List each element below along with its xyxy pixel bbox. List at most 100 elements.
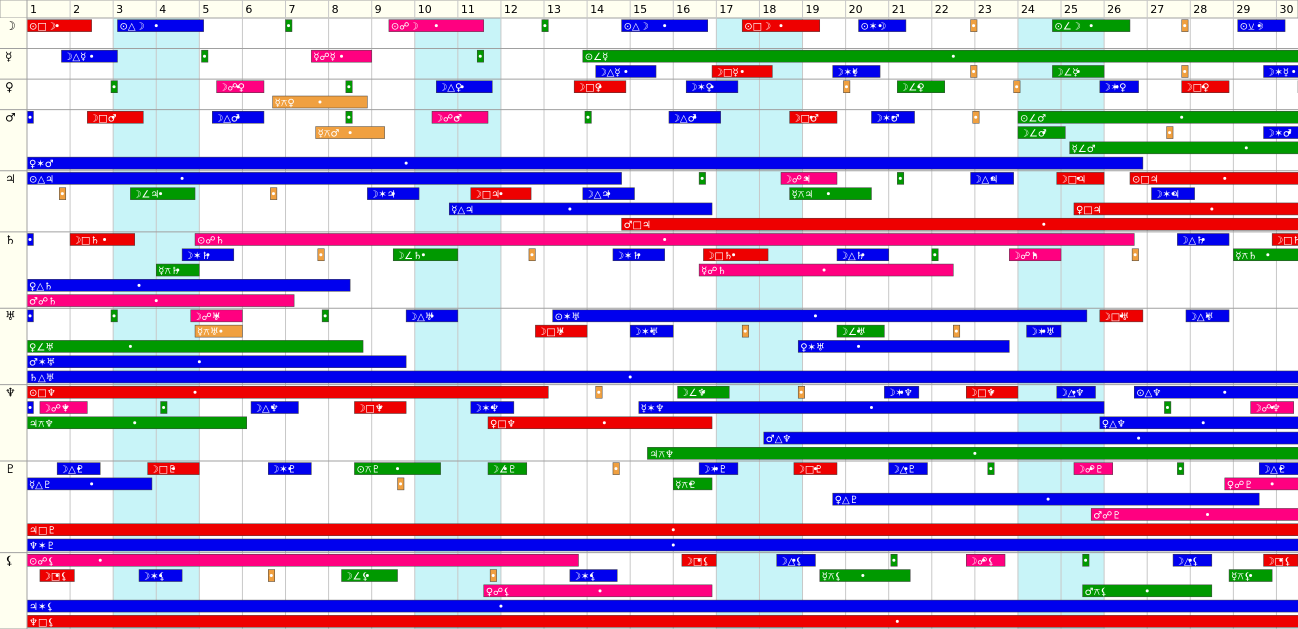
aspect-bar [160, 401, 168, 414]
aspect-bar-label: ☿∠♂ [1072, 144, 1096, 155]
aspect-bar-label: ♀□♃ [1076, 205, 1102, 216]
aspect-bar-label: ☽△♃ [585, 190, 611, 201]
aspect-bar-label: ☽△♄ [1179, 235, 1205, 246]
exact-point [171, 467, 175, 471]
aspect-bar [489, 569, 497, 582]
exact-point [1183, 69, 1187, 73]
exact-point [460, 85, 464, 89]
exact-point [215, 314, 219, 318]
aspect-bar-rect [789, 187, 872, 200]
aspect-bar-rect [26, 294, 295, 307]
day-label: 5 [202, 3, 209, 16]
aspect-bar: ☽△⚸ [1172, 554, 1213, 567]
aspect-bar: ♂□♃ [621, 217, 1298, 231]
aspect-bar-label: ⊙□♆ [29, 388, 56, 399]
aspect-bar-label: ☽△♇ [891, 465, 917, 476]
aspect-bar-rect [1056, 172, 1105, 185]
aspect-bar: ☽△♂ [668, 111, 721, 124]
aspect-bar [584, 111, 592, 124]
exact-point [478, 54, 482, 58]
exact-point [559, 329, 563, 333]
exact-point [1257, 24, 1261, 28]
aspect-bar-rect [26, 523, 1298, 536]
aspect-bar: ☽☍♆ [39, 401, 88, 415]
aspect-bar-label: ☽☍♆ [1253, 404, 1281, 415]
exact-point [568, 207, 572, 211]
exact-point [128, 344, 132, 348]
exact-point [1201, 237, 1205, 241]
aspect-bar-label: ☿⚻♇ [675, 480, 697, 491]
exact-point [530, 253, 534, 257]
aspect-bar: ♀✶♅ [797, 340, 1010, 353]
aspect-bar-label: ☽✶♆ [886, 388, 912, 399]
exact-point [1287, 131, 1291, 135]
aspect-bar-rect [130, 187, 196, 200]
aspect-bar-label: ☽△♅ [1188, 312, 1214, 323]
exact-point [1223, 390, 1227, 394]
aspect-bar: ☽□♃ [1056, 172, 1105, 185]
aspect-bar-label: ♀□♆ [490, 419, 516, 430]
exact-point [137, 283, 141, 287]
aspect-bar-label: ☽□♃ [1059, 174, 1086, 185]
exact-point [103, 237, 107, 241]
aspect-bar-rect [216, 80, 265, 93]
aspect-bar [541, 19, 549, 32]
aspect-bar-rect [897, 80, 945, 93]
exact-point [323, 314, 327, 318]
aspect-bar-label: ⊙☍♄ [197, 235, 224, 246]
day-label: 8 [332, 3, 339, 16]
aspect-bar-label: ☽□♃ [473, 190, 500, 201]
exact-point [826, 192, 830, 196]
exact-point [64, 406, 68, 410]
aspect-bar: ☽∠♂ [1017, 126, 1066, 140]
exact-point [391, 192, 395, 196]
day-label: 14 [590, 3, 604, 16]
aspect-bar [397, 477, 405, 491]
exact-point [663, 24, 667, 28]
aspect-bar: ☽∠♆ [677, 385, 730, 399]
aspect-bar: ☽✶⚸ [138, 569, 183, 583]
aspect-bar-label: ⊙△♃ [29, 174, 54, 185]
aspect-bar-label: ☽△♆ [1059, 388, 1085, 399]
exact-point [60, 192, 64, 196]
aspect-bar-label: ☿⚻♄ [1235, 251, 1257, 262]
aspect-bar: ☽□♂ [87, 111, 144, 124]
aspect-bar-label: ☿△♃ [451, 205, 474, 216]
aspect-bar: ☽✶☿ [832, 65, 881, 78]
exact-point [990, 176, 994, 180]
aspect-bar [201, 49, 209, 63]
aspect-bar: ⊙□♃ [1129, 172, 1298, 185]
aspect-bar-label: ☽✶♇ [270, 465, 296, 476]
exact-point [456, 115, 460, 119]
exact-point [1072, 390, 1076, 394]
aspect-bar-label: ☽□♂ [89, 113, 116, 124]
day-label: 24 [1021, 3, 1035, 16]
exact-point [404, 161, 408, 165]
exact-point [813, 314, 817, 318]
exact-point [180, 176, 184, 180]
aspect-bar-rect [832, 492, 1260, 506]
exact-point [154, 299, 158, 303]
day-label: 6 [245, 3, 252, 16]
exact-point [857, 344, 861, 348]
exact-point [714, 467, 718, 471]
exact-point [700, 176, 704, 180]
aspect-bar-label: ☽□⚸ [684, 556, 710, 567]
exact-point [973, 451, 977, 455]
exact-point [1188, 558, 1192, 562]
aspect-bar: ☽✶♀ [1099, 80, 1139, 94]
aspect-bar-label: ☽✶♂ [1266, 129, 1292, 140]
exact-point [1042, 222, 1046, 226]
aspect-bar-label: ☽△♂ [671, 113, 697, 124]
aspect-bar-rect [1258, 462, 1298, 475]
aspect-bar: ☽✶♀ [685, 80, 739, 94]
aspect-bar: ☽△♃ [582, 187, 635, 201]
exact-point [421, 253, 425, 257]
exact-point [1076, 176, 1080, 180]
day-label: 23 [978, 3, 992, 16]
exact-point [543, 24, 547, 28]
aspect-bar: ☿⚻♀ [272, 95, 368, 109]
aspect-bar-rect [582, 49, 1298, 63]
